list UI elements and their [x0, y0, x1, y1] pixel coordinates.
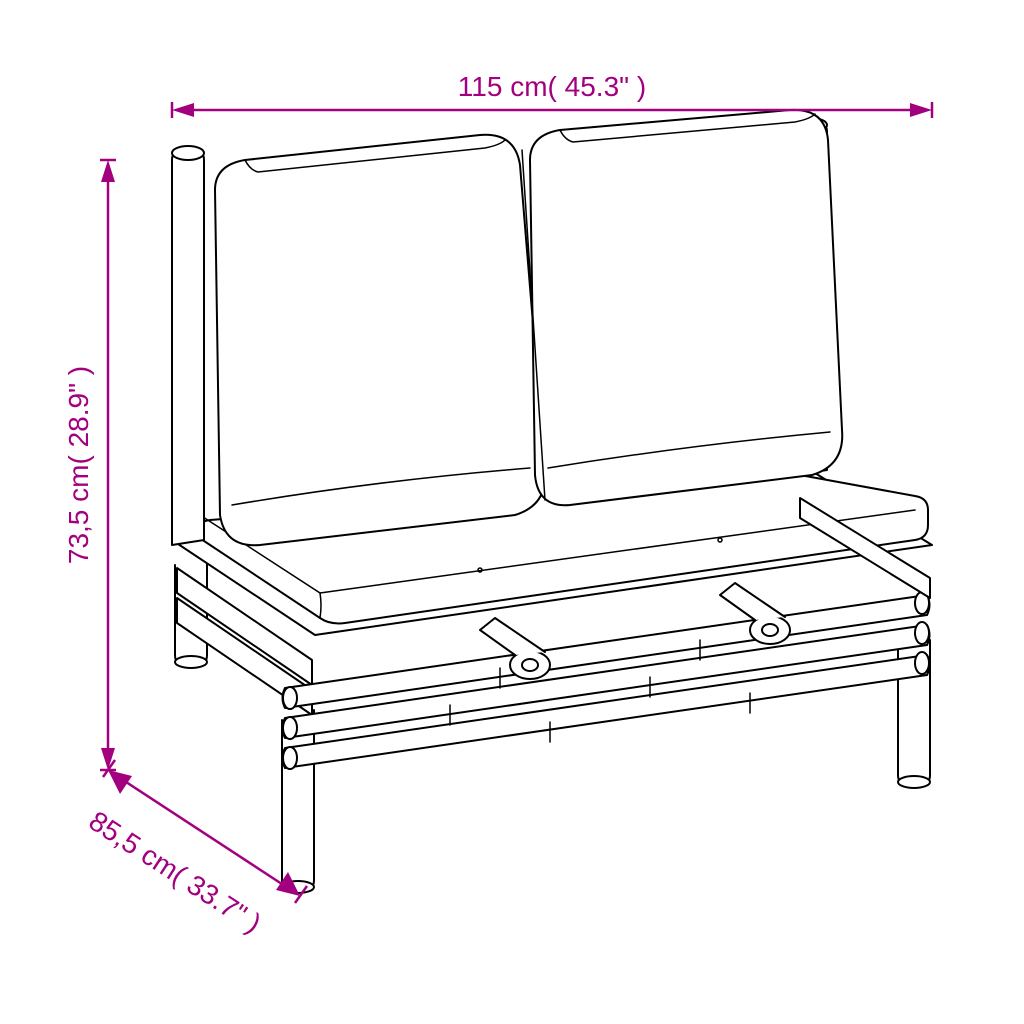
dimension-height-label: 73,5 cm( 28.9" ) — [63, 366, 94, 564]
dimension-depth-label: 85,5 cm( 33.7" ) — [84, 805, 267, 939]
dimension-height: 73,5 cm( 28.9" ) — [63, 160, 116, 770]
sofa-illustration — [172, 110, 932, 893]
dimension-drawing: 115 cm( 45.3" ) 73,5 cm( 28.9" ) 85,5 cm… — [0, 0, 1024, 1024]
dimension-depth: 85,5 cm( 33.7" ) — [84, 760, 307, 939]
dimension-width-label: 115 cm( 45.3" ) — [458, 71, 646, 102]
dimension-width: 115 cm( 45.3" ) — [172, 71, 932, 118]
